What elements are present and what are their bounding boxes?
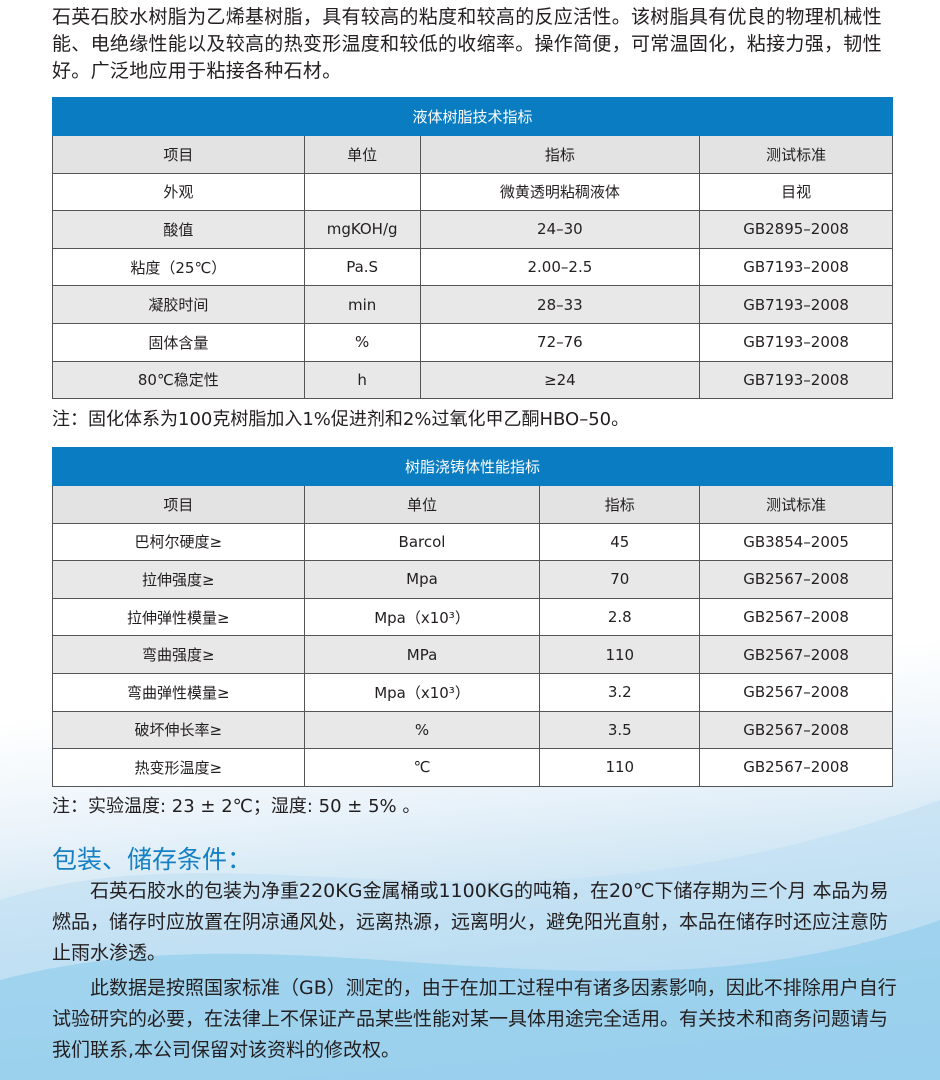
disclaimer-paragraph: 此数据是按照国家标准（GB）测定的，由于在加工过程中有诸多因素影响，因此不排除用… xyxy=(52,977,897,1061)
table-row: 弯曲弹性模量≥ Mpa（x10³） 3.2 GB2567–2008 xyxy=(52,672,893,712)
table-row: 粘度（25℃） Pa.S 2.00–2.5 GB7193–2008 xyxy=(52,247,893,287)
table-cell: 粘度（25℃） xyxy=(52,247,305,287)
table-cell: 弯曲强度≥ xyxy=(52,635,305,674)
col-header: 项目 xyxy=(52,485,305,524)
table-cell: 110 xyxy=(539,635,701,674)
table-cell: mgKOH/g xyxy=(303,210,421,249)
col-header: 单位 xyxy=(303,135,421,174)
table-cell: 80℃稳定性 xyxy=(52,360,305,400)
table-row: 弯曲强度≥ MPa 110 GB2567–2008 xyxy=(52,635,893,674)
table-cell: 破坏伸长率≥ xyxy=(52,710,305,750)
table-cell: % xyxy=(303,322,421,362)
table-cell: 酸值 xyxy=(52,210,305,249)
table-row: 巴柯尔硬度≥ Barcol 45 GB3854–2005 xyxy=(52,522,893,562)
table-cell xyxy=(303,172,421,212)
liquid-resin-table: 液体树脂技术指标 项目 单位 指标 测试标准 外观 微黄透明粘稠液体 目视 酸值 mgKOH/… xyxy=(52,97,893,400)
table-cell: h xyxy=(303,360,421,400)
col-header: 指标 xyxy=(419,135,701,174)
table2-note: 注：实验温度: 23 ± 2℃；湿度: 50 ± 5% 。 xyxy=(52,796,421,817)
table-cell: % xyxy=(303,710,541,750)
table-cell: Mpa（x10³） xyxy=(303,597,541,637)
table-cell: min xyxy=(303,285,421,324)
table-cell: 24–30 xyxy=(419,210,701,249)
table-cell: GB7193–2008 xyxy=(699,247,893,287)
table-row: 热变形温度≥ ℃ 110 GB2567–2008 xyxy=(52,748,893,787)
table-cell: 巴柯尔硬度≥ xyxy=(52,522,305,562)
table-cell: GB2567–2008 xyxy=(699,748,893,787)
table-cell: 28–33 xyxy=(419,285,701,324)
table-cell: 弯曲弹性模量≥ xyxy=(52,672,305,712)
table-cell: Mpa xyxy=(303,560,541,599)
table-cell: GB2567–2008 xyxy=(699,635,893,674)
table-cell: 2.8 xyxy=(539,597,701,637)
table-cell: 拉伸弹性模量≥ xyxy=(52,597,305,637)
table-cell: Mpa（x10³） xyxy=(303,672,541,712)
table-cell: GB7193–2008 xyxy=(699,285,893,324)
table-cell: 72–76 xyxy=(419,322,701,362)
table-title: 树脂浇铸体性能指标 xyxy=(52,447,893,486)
table-row: 拉伸强度≥ Mpa 70 GB2567–2008 xyxy=(52,560,893,599)
table-row: 外观 微黄透明粘稠液体 目视 xyxy=(52,172,893,212)
storage-paragraph: 石英石胶水的包装为净重220KG金属桶或1100KG的吨箱，在20℃下储存期为三… xyxy=(52,880,889,964)
table1-note: 注：固化体系为100克树脂加入1%促进剂和2%过氧化甲乙酮HBO–50。 xyxy=(52,409,630,430)
table-cell: ℃ xyxy=(303,748,541,787)
table-cell: 固体含量 xyxy=(52,322,305,362)
table-title: 液体树脂技术指标 xyxy=(52,97,893,136)
storage-heading: 包装、储存条件： xyxy=(52,845,253,874)
table-cell: MPa xyxy=(303,635,541,674)
col-header: 项目 xyxy=(52,135,305,174)
table-cell: GB3854–2005 xyxy=(699,522,893,562)
col-header: 指标 xyxy=(539,485,701,524)
col-header: 测试标准 xyxy=(699,135,893,174)
table-cell: 凝胶时间 xyxy=(52,285,305,324)
table-cell: GB2567–2008 xyxy=(699,560,893,599)
cast-resin-table: 树脂浇铸体性能指标 项目 单位 指标 测试标准 巴柯尔硬度≥ Barcol 45 GB385… xyxy=(52,447,893,787)
table-cell: Pa.S xyxy=(303,247,421,287)
table-cell: 拉伸强度≥ xyxy=(52,560,305,599)
table-cell: ≥24 xyxy=(419,360,701,400)
table-cell: 3.5 xyxy=(539,710,701,750)
col-header: 测试标准 xyxy=(699,485,893,524)
col-header: 单位 xyxy=(303,485,541,524)
table-cell: GB2567–2008 xyxy=(699,597,893,637)
table-cell: GB2567–2008 xyxy=(699,710,893,750)
table-cell: GB7193–2008 xyxy=(699,360,893,400)
table-row: 凝胶时间 min 28–33 GB7193–2008 xyxy=(52,285,893,324)
table-row: 80℃稳定性 h ≥24 GB7193–2008 xyxy=(52,360,893,400)
table-cell: GB2567–2008 xyxy=(699,672,893,712)
table-cell: GB7193–2008 xyxy=(699,322,893,362)
table-cell: 热变形温度≥ xyxy=(52,748,305,787)
table-cell: 2.00–2.5 xyxy=(419,247,701,287)
table-cell: 3.2 xyxy=(539,672,701,712)
table-cell: 45 xyxy=(539,522,701,562)
table-row: 酸值 mgKOH/g 24–30 GB2895–2008 xyxy=(52,210,893,249)
intro-paragraph: 石英石胶水树脂为乙烯基树脂，具有较高的粘度和较高的反应活性。该树脂具有优良的物理… xyxy=(52,6,882,82)
table-cell: 目视 xyxy=(699,172,893,212)
table-cell: 70 xyxy=(539,560,701,599)
table-row: 破坏伸长率≥% 3.5 GB2567–2008 xyxy=(52,710,893,750)
table-cell: 外观 xyxy=(52,172,305,212)
table-cell: GB2895–2008 xyxy=(699,210,893,249)
table-cell: 微黄透明粘稠液体 xyxy=(419,172,701,212)
table-row: 固体含量% 72–76 GB7193–2008 xyxy=(52,322,893,362)
table-cell: 110 xyxy=(539,748,701,787)
table-cell: Barcol xyxy=(303,522,541,562)
table-row: 拉伸弹性模量≥ Mpa（x10³） 2.8 GB2567–2008 xyxy=(52,597,893,637)
